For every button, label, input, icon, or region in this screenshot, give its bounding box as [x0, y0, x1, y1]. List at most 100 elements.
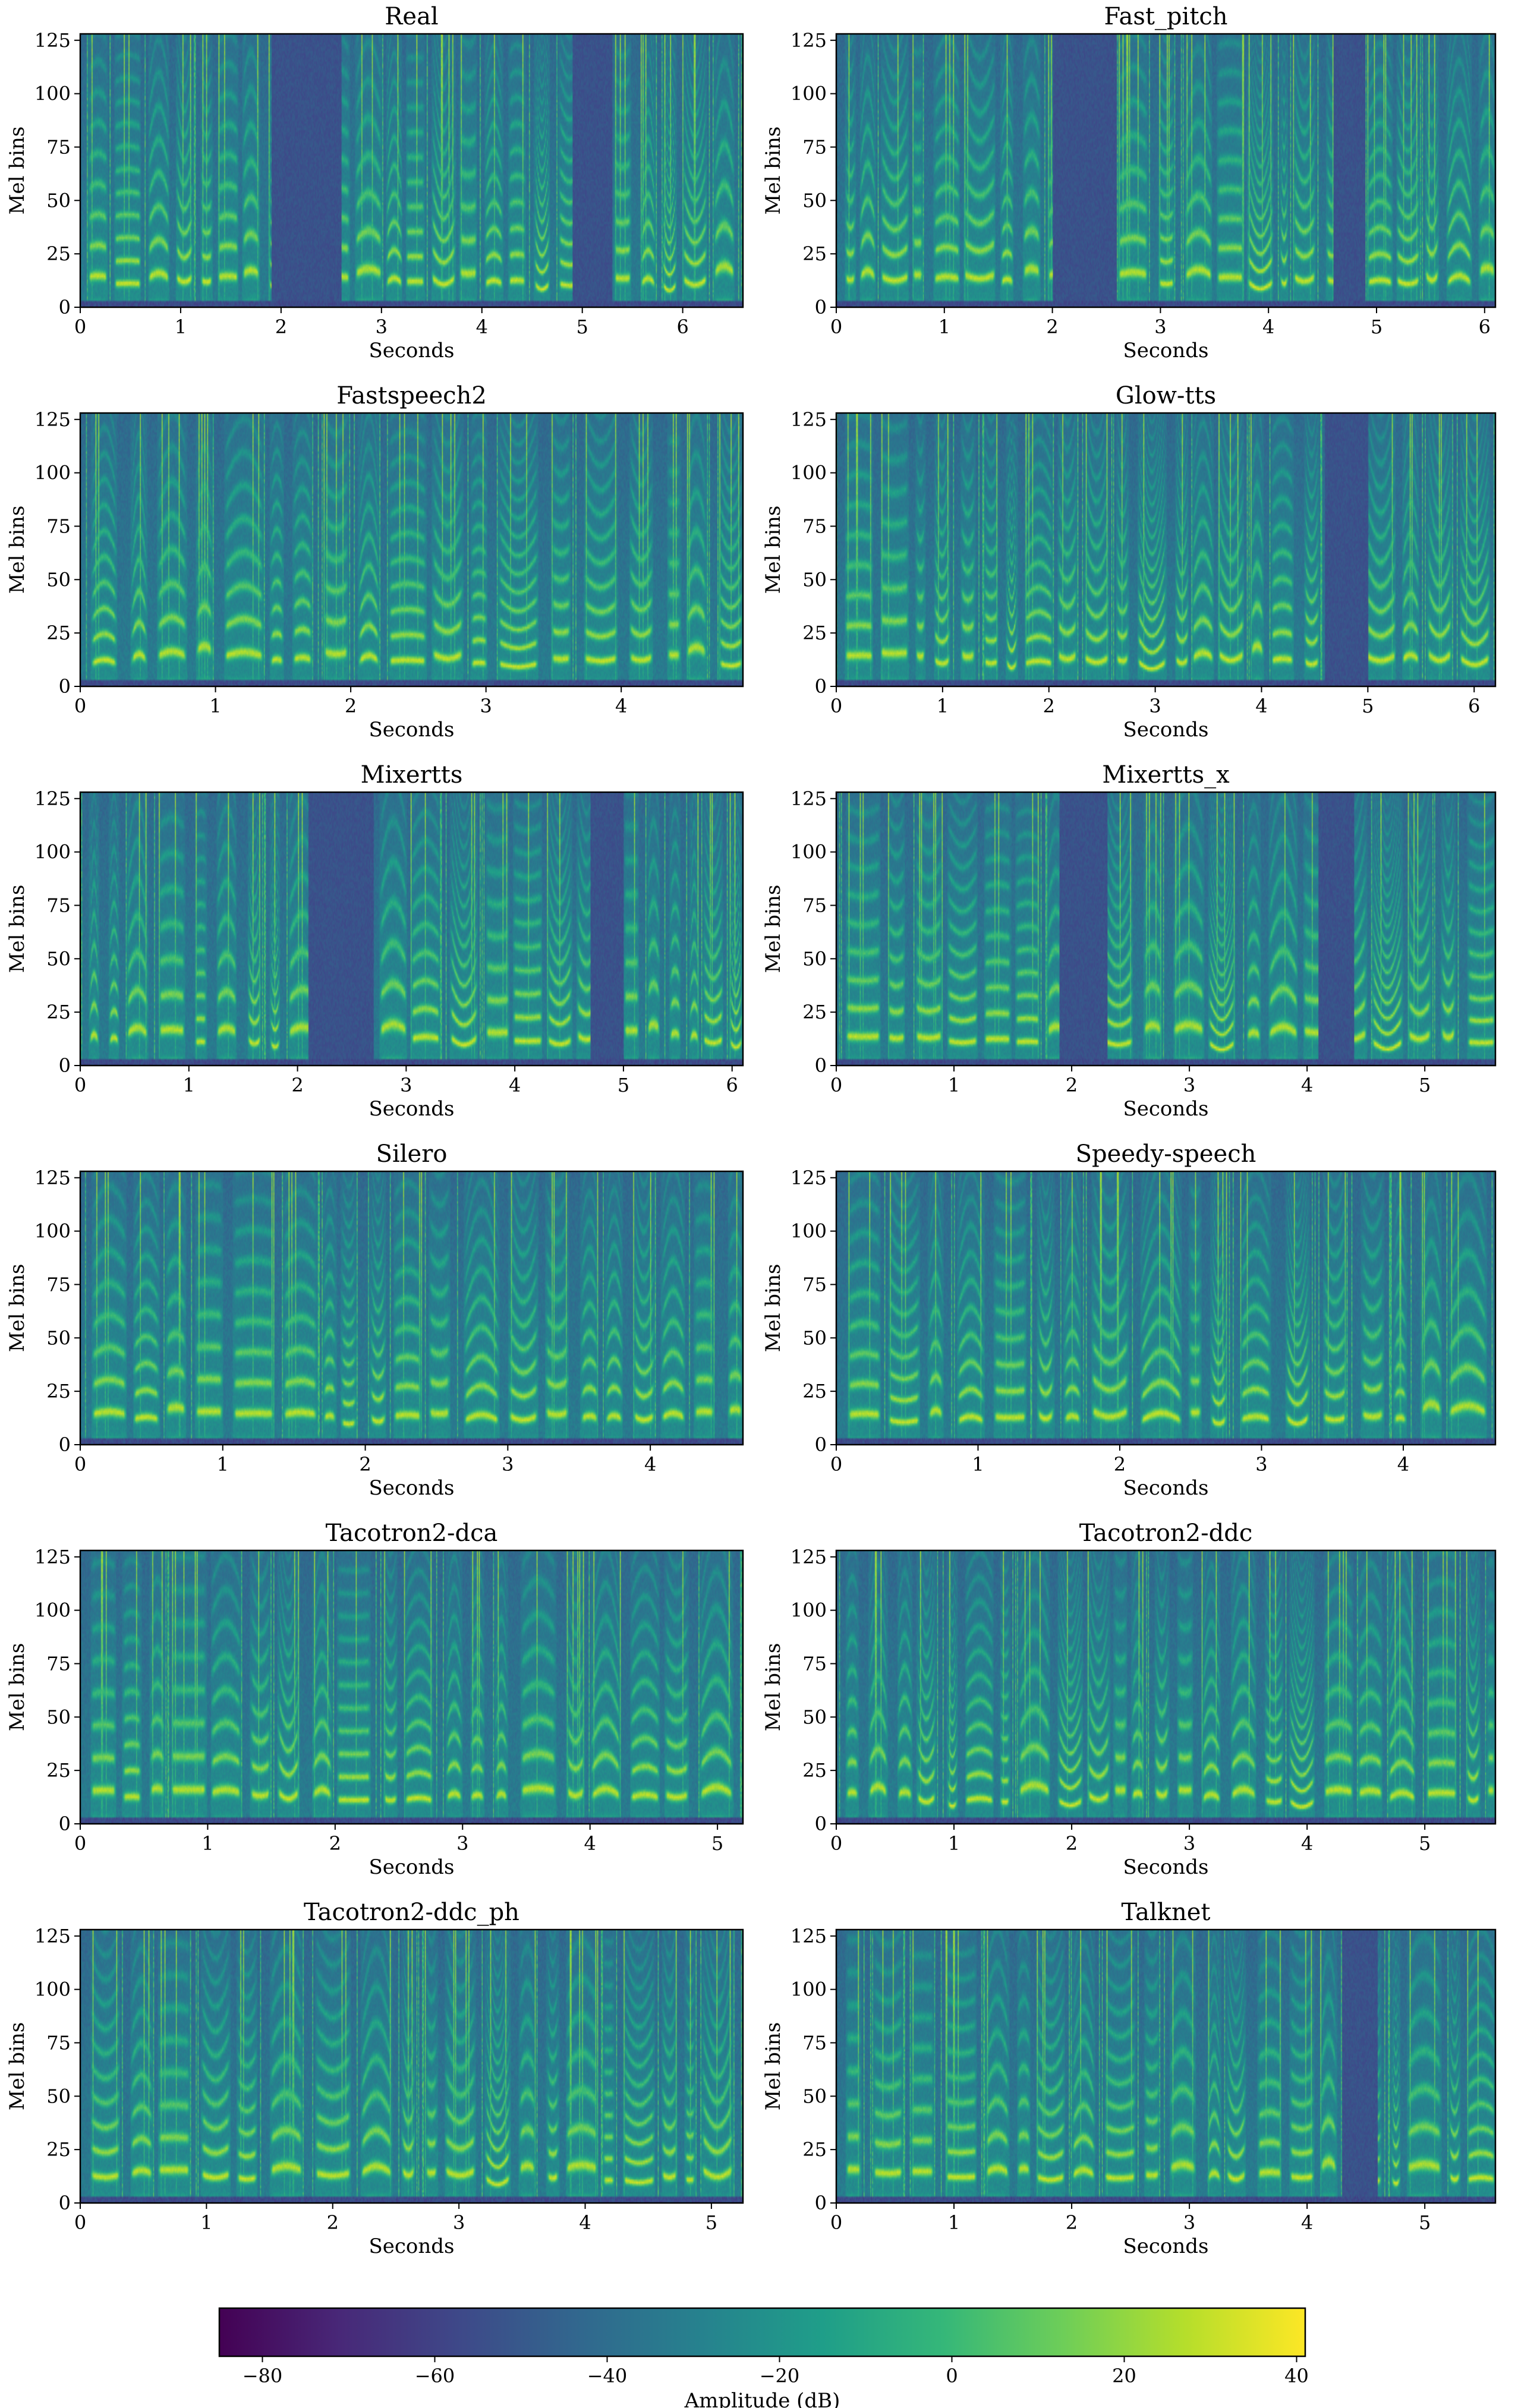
panel-title: Tacotron2-ddc	[1079, 1520, 1253, 1547]
plot-frame	[79, 1549, 744, 1825]
y-tick-label: 75	[46, 515, 71, 537]
x-tick-label: 5	[577, 316, 588, 338]
y-axis-label: Mel bins	[761, 506, 785, 594]
colorbar: −80 −60 −40 −20 0 20 40 Amplitude (dB)	[218, 2307, 1309, 2408]
x-tick-label: 1	[200, 2211, 212, 2234]
x-axis-label: Seconds	[369, 1476, 454, 1500]
x-tick-label: 1	[217, 1453, 229, 1476]
y-tick-label: 50	[802, 2085, 827, 2107]
y-tick-label: 0	[815, 675, 827, 698]
y-tick-label: 100	[791, 1220, 827, 1243]
x-tick-label: 5	[618, 1074, 629, 1096]
x-tick-label: 2	[1046, 316, 1058, 338]
y-tick-label: 100	[34, 1978, 71, 2001]
panel-title: Speedy-speech	[1076, 1140, 1256, 1168]
y-tick-label: 125	[791, 29, 827, 52]
y-tick-label: 100	[791, 462, 827, 484]
plot-frame	[79, 1170, 744, 1446]
x-axis-label: Seconds	[1123, 1097, 1208, 1121]
y-tick-label: 25	[46, 2138, 71, 2161]
y-tick-label: 0	[59, 675, 71, 698]
x-axis-label: Seconds	[1123, 339, 1208, 363]
y-tick-label: 0	[59, 296, 71, 319]
x-tick-label: 4	[1301, 1074, 1313, 1096]
plot-frame	[79, 1928, 744, 2204]
x-axis-label: Seconds	[369, 1097, 454, 1121]
y-tick-label: 0	[815, 1433, 827, 1456]
spectrogram-panel-silero: Silero 0 25 50 75 100 125 0 1 2 3 4 Seconds Mel bins	[5, 1140, 744, 1500]
y-tick-label: 125	[791, 1546, 827, 1568]
y-tick-label: 75	[46, 894, 71, 916]
x-tick-label: 3	[376, 316, 388, 338]
panel-title: Mixertts_x	[1102, 761, 1230, 789]
x-tick-label: 0	[74, 695, 86, 717]
y-tick-label: 50	[46, 189, 71, 212]
plot-frame	[835, 1170, 1497, 1446]
spectrogram-panel-tacotron2-dca: Tacotron2-dca 0 25 50 75 100 125 0 1 2 3 4 5 Seconds M…	[5, 1520, 744, 1879]
y-tick-label: 0	[815, 2192, 827, 2214]
y-tick-label: 25	[46, 622, 71, 644]
x-tick-label: 0	[74, 316, 86, 338]
y-axis-label: Mel bins	[761, 1643, 785, 1732]
y-tick-label: 50	[46, 1706, 71, 1728]
x-tick-label: 2	[275, 316, 287, 338]
plot-frame	[835, 1549, 1497, 1825]
colorbar-tick-label: −40	[587, 2365, 628, 2387]
y-tick-label: 25	[802, 242, 827, 265]
x-tick-label: 2	[1066, 1074, 1078, 1096]
x-tick-label: 2	[1066, 2211, 1078, 2234]
x-tick-label: 4	[584, 1832, 596, 1855]
y-tick-label: 25	[46, 1759, 71, 1782]
x-tick-label: 5	[1419, 2211, 1431, 2234]
x-tick-label: 3	[1183, 2211, 1195, 2234]
x-tick-label: 1	[175, 316, 187, 338]
y-tick-label: 75	[802, 135, 827, 158]
y-axis-label: Mel bins	[5, 1264, 29, 1353]
x-tick-label: 3	[480, 695, 492, 717]
panel-title: Fast_pitch	[1104, 3, 1227, 30]
x-tick-label: 2	[327, 2211, 339, 2234]
y-axis-label: Mel bins	[761, 1264, 785, 1353]
x-tick-label: 0	[74, 2211, 86, 2234]
y-tick-label: 50	[802, 568, 827, 591]
y-tick-label: 50	[802, 189, 827, 212]
x-tick-label: 3	[453, 2211, 465, 2234]
x-tick-label: 0	[74, 1453, 86, 1476]
x-tick-label: 1	[972, 1453, 984, 1476]
x-tick-label: 3	[1149, 695, 1161, 717]
colorbar-frame	[218, 2307, 1306, 2357]
x-axis-label: Seconds	[1123, 2234, 1208, 2258]
colorbar-label: Amplitude (dB)	[684, 2389, 840, 2408]
y-tick-label: 125	[34, 787, 71, 810]
y-tick-label: 0	[815, 296, 827, 319]
y-tick-label: 100	[791, 1978, 827, 2001]
x-tick-label: 4	[509, 1074, 521, 1096]
y-tick-label: 0	[815, 1054, 827, 1077]
spectrogram-panel-tacotron2-ddc-ph: Tacotron2-ddc_ph 0 25 50 75 100 125 0 1 2 3 4 5 Secon…	[5, 1899, 744, 2258]
y-axis-label: Mel bins	[5, 885, 29, 973]
colorbar-tick-label: −60	[415, 2365, 455, 2387]
x-axis-label: Seconds	[369, 339, 454, 363]
plot-frame	[79, 33, 744, 308]
spectrogram-image	[80, 1171, 743, 1445]
colorbar-tick-label: 40	[1284, 2365, 1309, 2387]
x-tick-label: 2	[291, 1074, 303, 1096]
y-tick-label: 125	[34, 29, 71, 52]
y-tick-label: 75	[802, 1273, 827, 1296]
y-axis-label: Mel bins	[761, 2022, 785, 2111]
x-tick-label: 0	[74, 1832, 86, 1855]
x-tick-label: 0	[830, 1074, 842, 1096]
y-tick-label: 125	[34, 1167, 71, 1189]
spectrogram-panel-mixertts-x: Mixertts_x 0 25 50 75 100 125 0 1 2 3 4 5 Seconds Mel …	[761, 761, 1497, 1121]
y-tick-label: 0	[59, 1054, 71, 1077]
y-tick-label: 125	[34, 408, 71, 431]
colorbar-tick-label: −20	[760, 2365, 800, 2387]
y-axis-label: Mel bins	[761, 885, 785, 973]
x-tick-label: 1	[209, 695, 221, 717]
x-tick-label: 5	[711, 1832, 723, 1855]
x-tick-label: 4	[644, 1453, 656, 1476]
x-tick-label: 5	[1371, 316, 1382, 338]
y-tick-label: 0	[815, 1813, 827, 1835]
x-tick-label: 0	[74, 1074, 86, 1096]
